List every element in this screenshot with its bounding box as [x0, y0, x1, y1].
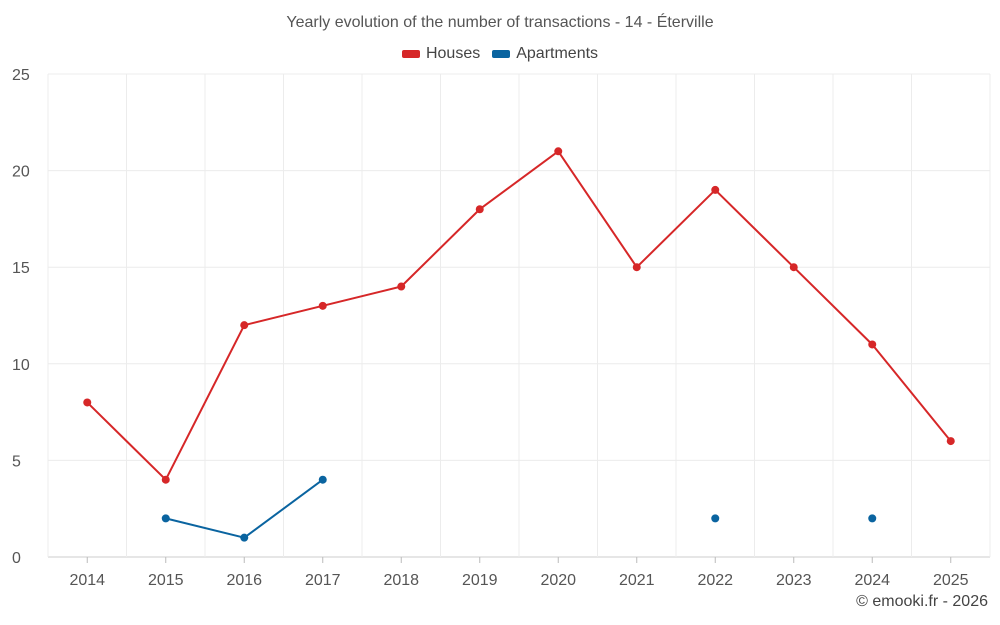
x-tick-label: 2014 — [69, 572, 105, 589]
x-tick-label: 2022 — [697, 572, 733, 589]
y-tick-label: 25 — [12, 67, 30, 84]
x-tick-label: 2021 — [619, 572, 655, 589]
grid — [47, 73, 991, 558]
data-point-houses[interactable] — [711, 185, 720, 194]
data-point-houses[interactable] — [83, 398, 92, 407]
x-tick-label: 2018 — [383, 572, 419, 589]
x-tick-label: 2019 — [462, 572, 498, 589]
legend-item-houses[interactable]: Houses — [401, 45, 481, 63]
data-point-apartments[interactable] — [318, 475, 327, 484]
data-point-apartments[interactable] — [240, 533, 249, 542]
legend-swatch-apartments — [492, 50, 511, 58]
y-tick-label: 0 — [12, 550, 21, 567]
series-houses — [83, 147, 955, 484]
x-tick-label: 2023 — [776, 572, 812, 589]
data-point-houses[interactable] — [318, 301, 327, 310]
x-tick-label: 2015 — [148, 572, 184, 589]
y-tick-label: 5 — [12, 453, 21, 470]
y-tick-label: 10 — [12, 357, 30, 374]
x-tick-label: 2020 — [540, 572, 576, 589]
data-point-apartments[interactable] — [711, 514, 720, 523]
legend-item-apartments[interactable]: Apartments — [492, 45, 598, 63]
x-tick-label: 2025 — [933, 572, 969, 589]
data-point-houses[interactable] — [868, 340, 877, 349]
y-tick-label: 15 — [12, 260, 30, 277]
legend-swatch-houses — [401, 50, 420, 58]
credit-text: © emooki.fr - 2026 — [856, 593, 988, 610]
data-point-houses[interactable] — [946, 437, 955, 446]
series-line-apartments — [165, 478, 324, 539]
data-point-houses[interactable] — [554, 147, 563, 156]
data-point-houses[interactable] — [789, 263, 798, 272]
data-point-houses[interactable] — [632, 263, 641, 272]
data-point-apartments[interactable] — [868, 514, 877, 523]
data-point-houses[interactable] — [397, 282, 406, 291]
data-point-houses[interactable] — [161, 475, 170, 484]
data-point-houses[interactable] — [240, 321, 249, 330]
chart-legend: Houses Apartments — [0, 45, 1000, 63]
legend-label-apartments: Apartments — [516, 45, 599, 62]
x-tick-label: 2024 — [854, 572, 890, 589]
chart-title: Yearly evolution of the number of transa… — [286, 14, 714, 31]
data-point-apartments[interactable] — [161, 514, 170, 523]
data-point-houses[interactable] — [475, 205, 484, 214]
series — [83, 147, 955, 542]
x-tick-label: 2016 — [226, 572, 262, 589]
legend-label-houses: Houses — [425, 45, 481, 62]
x-tick-label: 2017 — [305, 572, 341, 589]
series-apartments — [161, 475, 877, 542]
y-tick-label: 20 — [12, 164, 30, 181]
series-line-houses — [86, 150, 952, 481]
